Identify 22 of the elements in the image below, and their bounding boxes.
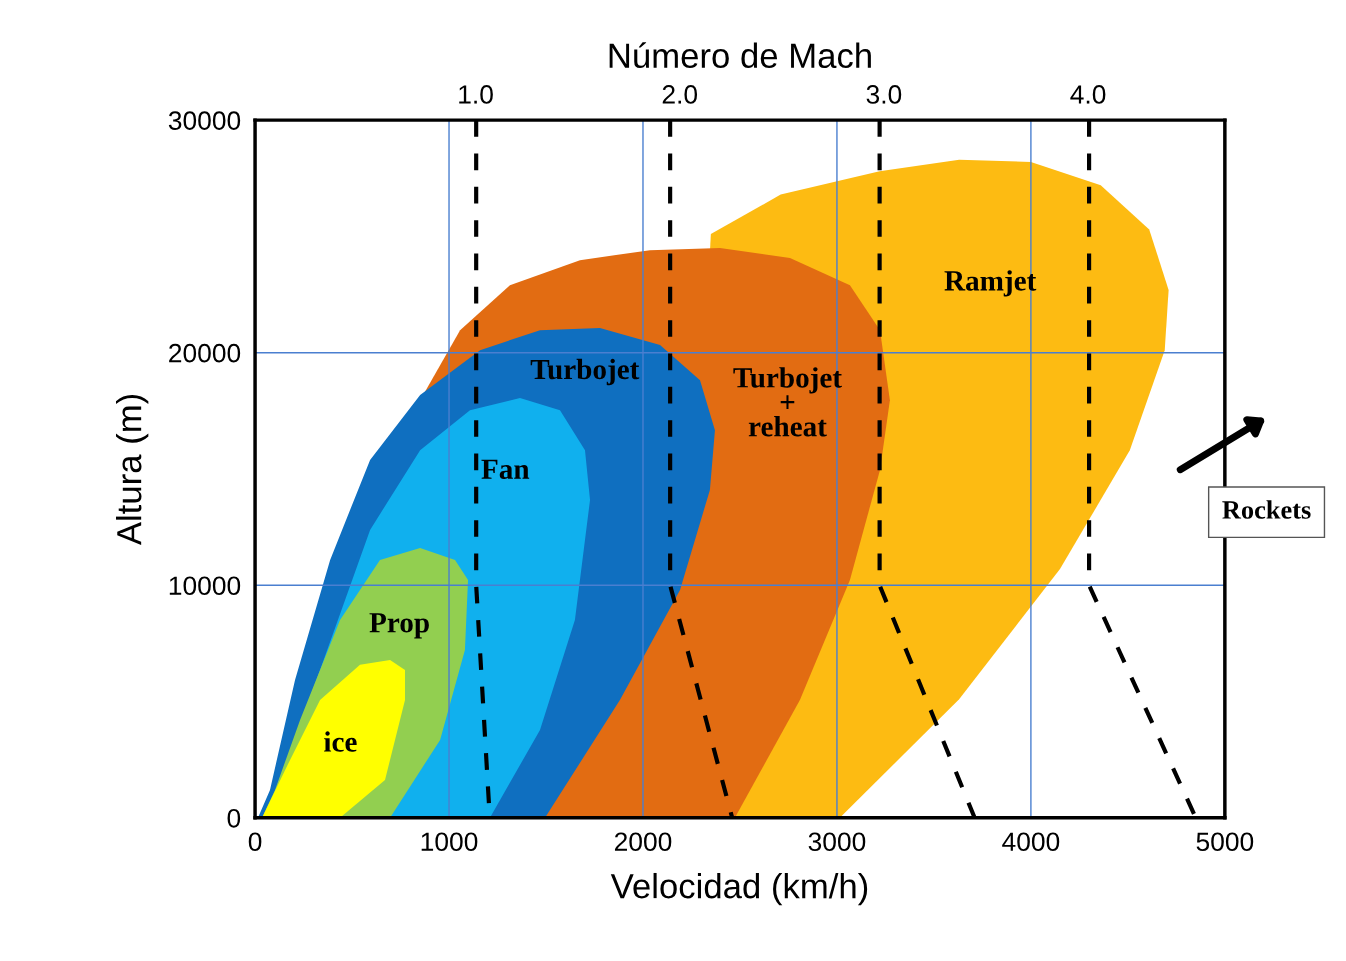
y-tick-label: 0 (227, 808, 241, 828)
y-tick-label: 20000 (169, 343, 241, 363)
x2-tick-label: 2.0 (662, 85, 698, 104)
x-axis-title: Velocidad (km/h) (610, 872, 868, 906)
y-tick-label: 30000 (168, 111, 241, 130)
annotation: ice (324, 731, 357, 752)
annotation: Prop (369, 613, 429, 639)
x-tick-label: 3000 (808, 832, 866, 852)
annotation: Rockets (1222, 500, 1311, 519)
x2-axis-title: Número de Mach (609, 42, 871, 69)
y-axis-title: Altura (m) (115, 394, 149, 546)
annotation: Turbojet (530, 358, 640, 386)
x-tick-label: 0 (248, 832, 262, 852)
annotation: Fan (481, 459, 530, 480)
x2-tick-label: 1.0 (459, 85, 493, 104)
x-tick-label: 4000 (1002, 832, 1060, 852)
y-tick-label: 10000 (169, 576, 241, 596)
x-tick-label: 1000 (421, 832, 478, 852)
x-tick-label: 2000 (614, 832, 672, 852)
x-tick-label: 5000 (1196, 832, 1254, 852)
x2-tick-label: 3.0 (866, 85, 902, 104)
x2-tick-label: 4.0 (1070, 85, 1106, 104)
